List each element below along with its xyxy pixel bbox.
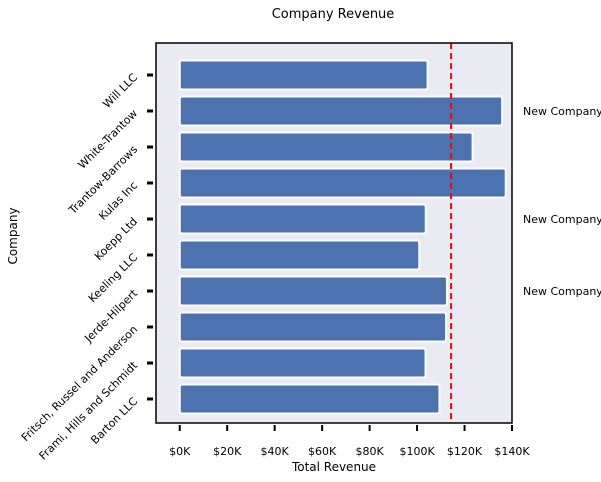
- x-axis: $0K $20K $40K $60K $80K $100K $120K $140K: [169, 425, 530, 458]
- annotation-label: New Company: [523, 105, 601, 118]
- bar: [178, 311, 448, 343]
- x-tick-label: $80K: [355, 445, 384, 458]
- x-axis-label: Total Revenue: [291, 460, 376, 474]
- bar: [178, 275, 448, 307]
- y-axis-label: Company: [6, 207, 20, 264]
- bar: [178, 131, 474, 163]
- x-tick-label: $140K: [494, 445, 530, 458]
- y-tick-label: White-Trantow: [76, 107, 141, 172]
- y-tick-label: Will LLC: [100, 71, 140, 111]
- x-tick-label: $0K: [169, 445, 191, 458]
- annotation-label: New Company: [523, 285, 601, 298]
- annotations: New Company New Company New Company: [523, 105, 601, 298]
- bar: [178, 167, 507, 199]
- plot-frame: [155, 42, 513, 424]
- x-tick-label: $40K: [261, 445, 290, 458]
- bar: [178, 95, 504, 127]
- bar: [178, 59, 429, 91]
- x-tick-label: $60K: [308, 445, 337, 458]
- bar: [178, 239, 421, 271]
- x-tick-label: $20K: [213, 445, 242, 458]
- bar: [178, 347, 427, 379]
- annotation-label: New Company: [523, 213, 601, 226]
- x-tick-label: $120K: [447, 445, 483, 458]
- bar: [178, 203, 427, 235]
- bars-group: [178, 59, 507, 415]
- chart-title: Company Revenue: [272, 7, 395, 22]
- bar: [178, 383, 441, 415]
- x-tick-label: $100K: [399, 445, 435, 458]
